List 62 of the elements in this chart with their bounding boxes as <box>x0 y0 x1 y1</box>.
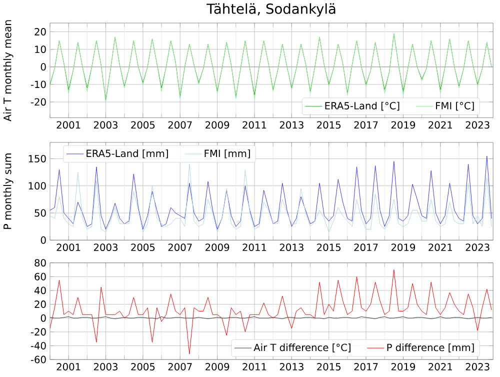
x-tick-label: 2015 <box>317 121 341 129</box>
y-tick-label: 20 <box>34 300 46 308</box>
x-tick-label: 2017 <box>354 243 378 251</box>
y-axis-title: P monthly sum <box>3 153 14 229</box>
y-tick-label: -40 <box>30 342 46 350</box>
x-tick-label: 2021 <box>428 243 452 251</box>
x-tick-label: 2021 <box>428 121 452 129</box>
legend-label: ERA5-Land [°C] <box>325 102 400 110</box>
y-tick-label: -10 <box>30 80 46 88</box>
x-tick-label: 2003 <box>94 243 118 251</box>
legend-label: Air T difference [°C] <box>254 343 350 352</box>
x-tick-label: 2001 <box>56 243 80 251</box>
x-tick-label: 2023 <box>466 121 490 129</box>
x-tick-label: 2009 <box>206 121 230 129</box>
x-tick-label: 2003 <box>94 121 118 129</box>
x-tick-label: 2019 <box>391 362 416 370</box>
y-tick-label: -20 <box>30 98 46 106</box>
x-tick-label: 2023 <box>466 243 490 251</box>
x-tick-label: 2013 <box>280 243 304 251</box>
x-tick-label: 2001 <box>56 121 80 129</box>
y-tick-label: 60 <box>34 272 46 280</box>
y-tick-label: 0 <box>40 314 46 322</box>
legend-label: FMI [mm] <box>204 149 250 158</box>
y-tick-label: 40 <box>34 286 46 294</box>
chart-title: Tähtelä, Sodankylä <box>206 3 336 16</box>
y-tick-label: 50 <box>34 209 46 217</box>
x-tick-label: 2011 <box>242 121 266 129</box>
x-tick-label: 2023 <box>466 362 490 370</box>
x-tick-label: 2005 <box>131 243 155 251</box>
y-tick-label: 20 <box>34 28 46 36</box>
x-tick-label: 2011 <box>242 243 266 251</box>
x-tick-label: 2009 <box>206 362 230 370</box>
y-axis-title: Air T monthly mean <box>3 20 14 122</box>
y-tick-label: -20 <box>30 328 46 336</box>
legend-label: ERA5-Land [mm] <box>86 149 168 158</box>
x-tick-label: 2019 <box>391 243 416 251</box>
x-tick-label: 2013 <box>280 121 304 129</box>
x-tick-label: 2011 <box>242 362 266 370</box>
x-tick-label: 2017 <box>354 121 378 129</box>
x-tick-label: 2021 <box>428 362 452 370</box>
y-tick-label: 10 <box>35 45 46 53</box>
x-tick-label: 2005 <box>131 362 155 370</box>
y-tick-label: 100 <box>28 182 46 190</box>
y-tick-label: 0 <box>40 236 46 244</box>
x-tick-label: 2007 <box>168 362 192 370</box>
x-tick-label: 2007 <box>168 243 192 251</box>
y-tick-label: 0 <box>40 63 46 70</box>
x-tick-label: 2015 <box>317 243 341 251</box>
y-tick-label: 80 <box>34 258 46 266</box>
x-tick-label: 2015 <box>317 362 341 370</box>
x-tick-label: 2009 <box>206 243 230 251</box>
x-tick-label: 2005 <box>131 121 155 129</box>
y-tick-label: 150 <box>28 154 46 162</box>
x-tick-label: 2003 <box>94 362 118 370</box>
x-tick-label: 2013 <box>280 362 304 370</box>
y-tick-label: -60 <box>30 356 46 364</box>
x-tick-label: 2019 <box>391 121 416 129</box>
x-tick-label: 2001 <box>56 362 80 370</box>
x-tick-label: 2017 <box>354 362 378 370</box>
legend-label: FMI [°C] <box>436 102 474 110</box>
x-tick-label: 2007 <box>168 121 192 129</box>
legend-label: P difference [mm] <box>387 343 474 352</box>
